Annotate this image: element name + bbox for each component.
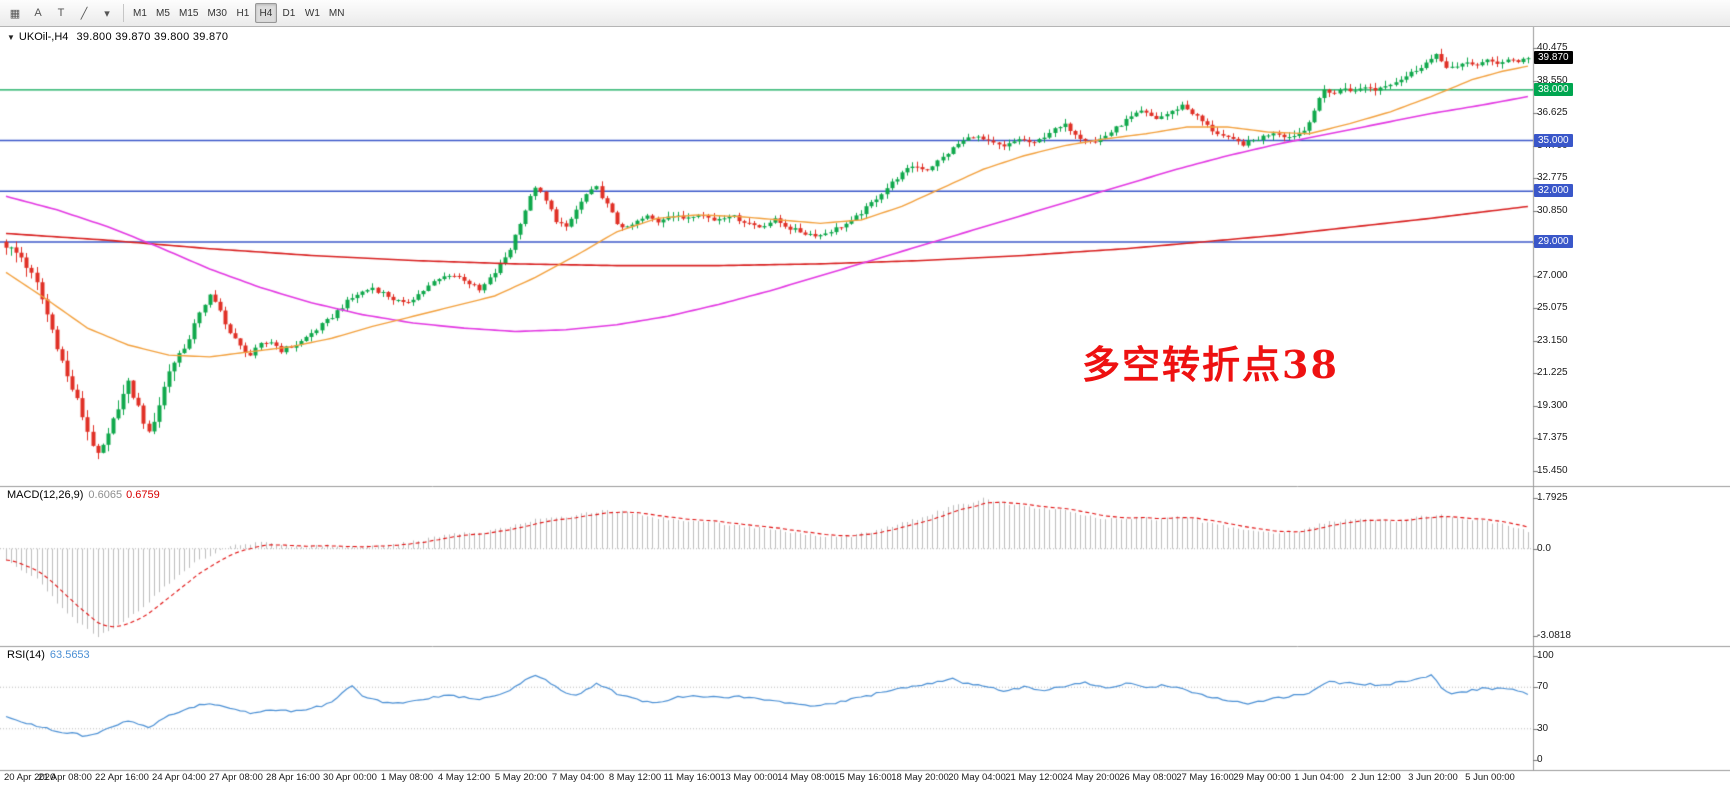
price-axis-label: 15.450 [1537, 464, 1568, 476]
macd-axis-label: -3.0818 [1537, 629, 1571, 641]
date-axis-label: 28 Apr 16:00 [266, 772, 320, 783]
timeframe-h4-button[interactable]: H4 [254, 3, 277, 23]
current-price-badge: 39.870 [1534, 51, 1573, 65]
price-axis-label: 30.850 [1537, 204, 1568, 216]
price-axis-label: 38.550 [1537, 74, 1568, 86]
macd-main-value: 0.6065 [88, 489, 123, 501]
macd-axis-label: 1.7925 [1537, 492, 1568, 503]
timeframe-h1-button[interactable]: H1 [236, 7, 250, 19]
level-price-badge: 32.000 [1534, 184, 1573, 198]
rsi-axis-label: 100 [1537, 650, 1554, 661]
date-axis-label: 22 Apr 16:00 [95, 772, 149, 783]
timeframe-m1-button[interactable]: M1 [133, 7, 147, 19]
date-axis-label: 27 May 16:00 [1176, 772, 1234, 783]
date-axis-label: 11 May 16:00 [663, 772, 721, 783]
toolbar: ▦ A T ╱ ▾ M1 M5 M15 M30 H1 H4 D1 W1 MN [0, 0, 1730, 27]
price-axis-label: 32.775 [1537, 172, 1568, 184]
price-axis-label: 17.375 [1537, 432, 1568, 444]
symbol-name: UKOil-,H4 [18, 31, 69, 43]
price-axis-label: 40.475 [1537, 42, 1568, 53]
rsi-axis-label: 0 [1537, 754, 1543, 765]
date-axis-label: 29 May 00:00 [1233, 772, 1291, 783]
macd-axis-label: 0.0 [1537, 542, 1551, 554]
date-axis-label: 7 May 04:00 [551, 772, 605, 783]
level-price-badge: 38.000 [1534, 82, 1573, 96]
toolbar-icon-group: ▦ A T ╱ ▾ [4, 3, 118, 23]
collapse-triangle-icon[interactable]: ▼ [7, 33, 15, 42]
date-axis-label: 4 May 12:00 [437, 772, 491, 783]
date-axis-label: 20 Apr 2020 [4, 772, 56, 783]
price-axis-label: 25.075 [1537, 302, 1568, 314]
timeframe-m15-button[interactable]: M15 [179, 7, 199, 19]
toolbar-separator [123, 4, 124, 22]
date-axis-label: 15 May 16:00 [834, 772, 892, 783]
rsi-axis-label: 30 [1537, 722, 1549, 734]
price-axis-label: 27.000 [1537, 269, 1568, 281]
date-axis-label: 24 May 20:00 [1062, 772, 1120, 783]
timeframe-w1-button[interactable]: W1 [304, 7, 320, 19]
date-axis-label: 24 Apr 04:00 [152, 772, 206, 783]
macd-name: MACD(12,26,9) [7, 489, 84, 501]
price-axis-label: 36.625 [1537, 107, 1568, 119]
rsi-name: RSI(14) [7, 649, 45, 661]
date-axis-label: 14 May 08:00 [777, 772, 835, 783]
chart-symbol-label: ▼ UKOil-,H4 39.800 39.870 39.800 39.870 [7, 31, 228, 43]
rsi-axis-label: 70 [1537, 681, 1549, 693]
date-axis-label: 20 May 04:00 [948, 772, 1006, 783]
macd-indicator-label: MACD(12,26,9) 0.6065 0.6759 [7, 489, 160, 501]
date-axis-label: 8 May 12:00 [608, 772, 662, 783]
date-axis-label: 21 May 12:00 [1005, 772, 1063, 783]
dropdown-caret-icon[interactable]: ▾ [104, 7, 110, 20]
rsi-value: 63.5653 [49, 649, 90, 661]
date-axis-label: 18 May 20:00 [891, 772, 949, 783]
date-axis-label: 27 Apr 08:00 [209, 772, 263, 783]
timeframe-m5-button[interactable]: M5 [156, 7, 170, 19]
rsi-indicator-label: RSI(14) 63.5653 [7, 649, 90, 661]
date-axis-label: 26 May 08:00 [1119, 772, 1177, 783]
text-annotation-icon[interactable]: A [34, 7, 42, 19]
date-axis-label: 21 Apr 08:00 [38, 772, 92, 783]
template-icon[interactable]: T [57, 7, 65, 19]
macd-signal-value: 0.6759 [126, 489, 160, 501]
price-axis-label: 23.150 [1537, 334, 1568, 346]
price-axis-label: 19.300 [1537, 399, 1568, 411]
date-axis-label: 3 Jun 20:00 [1408, 772, 1458, 783]
date-axis-label: 1 Jun 04:00 [1294, 772, 1344, 783]
date-axis-label: 5 May 20:00 [494, 772, 548, 783]
date-axis-label: 13 May 00:00 [720, 772, 778, 783]
date-axis-label: 1 May 08:00 [380, 772, 434, 783]
level-price-badge: 29.000 [1534, 234, 1573, 248]
date-axis-label: 5 Jun 00:00 [1465, 772, 1515, 783]
price-axis-label: 21.225 [1537, 367, 1568, 379]
timeframe-d1-button[interactable]: D1 [282, 7, 296, 19]
timeframe-m30-button[interactable]: M30 [207, 7, 227, 19]
line-studies-icon[interactable]: ╱ [80, 7, 88, 20]
ohlc-values: 39.800 39.870 39.800 39.870 [76, 31, 229, 43]
date-axis-label: 2 Jun 12:00 [1351, 772, 1401, 783]
level-price-badge: 35.000 [1534, 133, 1573, 147]
timeframe-mn-button[interactable]: MN [328, 7, 345, 19]
chart-grid-icon[interactable]: ▦ [9, 7, 21, 20]
date-axis-label: 30 Apr 00:00 [323, 772, 377, 783]
annotation-text: 多空转折点38 [1082, 342, 1339, 387]
timeframe-button-group: M1 M5 M15 M30 H1 H4 D1 W1 MN [129, 3, 348, 23]
